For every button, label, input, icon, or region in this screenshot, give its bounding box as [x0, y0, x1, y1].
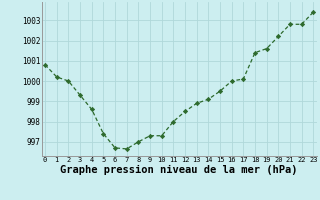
X-axis label: Graphe pression niveau de la mer (hPa): Graphe pression niveau de la mer (hPa)	[60, 165, 298, 175]
